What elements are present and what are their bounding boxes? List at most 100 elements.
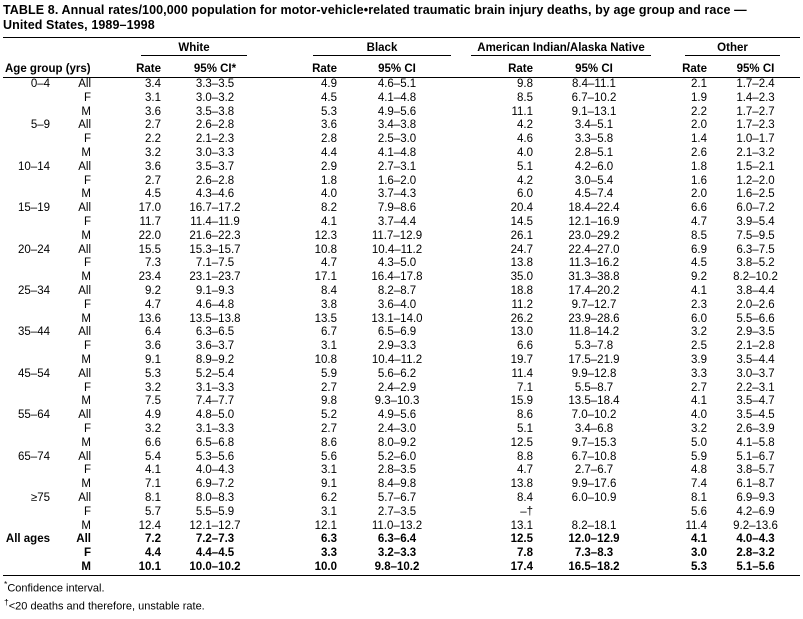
- rate-cell: 2.5: [691, 340, 707, 353]
- sex-cell: F: [83, 91, 91, 104]
- rate-cell: 22.0: [138, 229, 161, 242]
- rate-cell: 15.5: [138, 243, 161, 256]
- age-cell: [3, 147, 59, 161]
- rate-cell: 4.2: [517, 119, 533, 132]
- table-row: All ages All 7.2 7.2–7.3 6.3 6.3–6.4 12.5 12.0–…: [3, 533, 800, 547]
- ci-cell: 6.7–10.2: [571, 91, 617, 104]
- ci-cell: 2.4–3.0: [377, 422, 417, 435]
- sex-cell: F: [83, 215, 91, 228]
- rate-cell: 18.8: [510, 284, 533, 297]
- table-row: F 3.2 3.1–3.3 2.7 2.4–3.0 5.1 3.4–6.8 3.2 2.6–3.…: [3, 423, 800, 437]
- table-row: F 3.2 3.1–3.3 2.7 2.4–2.9 7.1 5.5–8.7 2.7 2.2–3.…: [3, 382, 800, 396]
- rate-cell: 3.1: [321, 340, 337, 353]
- rate-cell: 8.8: [517, 450, 533, 463]
- sex-cell: M: [81, 229, 91, 242]
- ci-cell: 3.5–4.7: [736, 395, 775, 408]
- ci-cell: 11.7–12.9: [371, 229, 423, 242]
- age-cell: [3, 382, 59, 396]
- ci-cell: 2.7–3.5: [377, 505, 417, 518]
- ci-cell: 4.3–4.6: [195, 188, 235, 201]
- rate-cell: 13.0: [510, 326, 533, 339]
- rate-cell: 2.7: [145, 174, 161, 187]
- rate-cell: 23.4: [138, 271, 161, 284]
- ci-cell: 7.5–9.5: [736, 229, 775, 242]
- rate-cell: 3.3: [321, 547, 337, 560]
- sex-cell: M: [81, 312, 91, 325]
- rate-cell: 3.6: [145, 160, 161, 173]
- sex-cell: F: [83, 298, 91, 311]
- ci-cell: 3.0–3.2: [195, 91, 235, 104]
- rate-cell: 2.7: [321, 422, 337, 435]
- footnote-ci-text: Confidence interval.: [7, 582, 105, 595]
- rate-cell: 6.6: [517, 340, 533, 353]
- other-ci-header: 95% CI: [711, 56, 801, 78]
- age-cell: [3, 271, 59, 285]
- rate-cell: 17.0: [138, 202, 161, 215]
- ci-cell: 8.2–10.2: [733, 271, 778, 284]
- footnote-ci-symbol: *: [4, 578, 8, 589]
- rate-cell: 6.0: [517, 188, 533, 201]
- rate-cell: 5.0: [691, 436, 707, 449]
- rate-cell: 3.2: [691, 422, 707, 435]
- rate-cell: 26.1: [510, 229, 533, 242]
- table-row: M 23.4 23.1–23.7 17.1 16.4–17.8 35.0 31.3–38.8…: [3, 271, 800, 285]
- rate-cell: 8.4: [517, 491, 533, 504]
- rate-cell: 11.7: [139, 215, 161, 228]
- sex-cell: All: [78, 78, 91, 90]
- ci-cell: 3.8–4.4: [736, 284, 775, 297]
- ci-cell: 15.3–15.7: [189, 243, 241, 256]
- ci-cell: 4.8–5.0: [195, 409, 235, 422]
- table-row: F 11.7 11.4–11.9 4.1 3.7–4.4 14.5 12.1–16.9 4.7…: [3, 216, 800, 230]
- ci-cell: 31.3–38.8: [568, 271, 620, 284]
- ci-cell: 3.6–3.7: [195, 340, 235, 353]
- ci-cell: 18.4–22.4: [568, 202, 620, 215]
- rate-cell: 8.1: [691, 491, 707, 504]
- sex-cell: F: [83, 505, 91, 518]
- table-row: M 22.0 21.6–22.3 12.3 11.7–12.9 26.1 23.0–29.2…: [3, 230, 800, 244]
- rate-cell: 1.6: [691, 174, 707, 187]
- ci-cell: 6.7–10.8: [571, 450, 617, 463]
- ci-cell: 9.2–13.6: [733, 519, 778, 532]
- rate-cell: 2.9: [321, 160, 337, 173]
- ci-cell: 7.9–8.6: [377, 202, 417, 215]
- table-row: M 7.1 6.9–7.2 9.1 8.4–9.8 13.8 9.9–17.6 7.4 6.1–…: [3, 478, 800, 492]
- age-cell: [3, 106, 59, 120]
- rate-cell: 3.2: [145, 422, 161, 435]
- ci-cell: 3.9–5.4: [736, 215, 775, 228]
- age-cell: 15–19: [18, 202, 50, 215]
- rate-cell: 7.5: [145, 395, 161, 408]
- ci-cell: 9.7–12.7: [571, 298, 617, 311]
- table-row: F 5.7 5.5–5.9 3.1 2.7–3.5 –† 5.6 4.2–6.9: [3, 506, 800, 520]
- ci-cell: 5.5–6.6: [736, 312, 775, 325]
- table-row: 65–74 All 5.4 5.3–5.6 5.6 5.2–6.0 8.8 6.7–10.8 5…: [3, 451, 800, 465]
- ci-cell: 3.0–5.4: [574, 174, 614, 187]
- sex-cell: All: [78, 160, 91, 173]
- ci-cell: 9.3–10.3: [374, 395, 420, 408]
- ci-cell: 3.1–3.3: [195, 422, 235, 435]
- rate-cell: 4.6: [517, 133, 533, 146]
- ci-cell: 3.0–3.7: [736, 367, 775, 380]
- rate-cell: 7.1: [517, 381, 533, 394]
- table-row: M 4.5 4.3–4.6 4.0 3.7–4.3 6.0 4.5–7.4 2.0 1.6–2.…: [3, 188, 800, 202]
- table-row: M 7.5 7.4–7.7 9.8 9.3–10.3 15.9 13.5–18.4 4.1 3.…: [3, 395, 800, 409]
- rate-cell: 9.2: [145, 284, 161, 297]
- ci-cell: 3.0–3.3: [195, 146, 235, 159]
- ci-cell: 2.4–2.9: [377, 381, 417, 394]
- ci-cell: 1.6–2.5: [736, 188, 775, 201]
- ci-cell: 9.7–15.3: [571, 436, 617, 449]
- age-cell: [3, 299, 59, 313]
- rate-cell: 3.4: [145, 78, 161, 90]
- table-row: M 3.6 3.5–3.8 5.3 4.9–5.6 11.1 9.1–13.1 2.2 1.7–…: [3, 106, 800, 120]
- ci-cell: 3.6–4.0: [377, 298, 417, 311]
- group-header-other: Other: [651, 37, 801, 56]
- table-row: 10–14 All 3.6 3.5–3.7 2.9 2.7–3.1 5.1 4.2–6.0 1.…: [3, 161, 800, 175]
- rate-cell: 3.1: [321, 505, 337, 518]
- rate-cell: 4.1: [691, 533, 707, 546]
- ci-cell: 7.4–7.7: [195, 395, 235, 408]
- group-header-row: White Black American Indian/Alaska Nativ…: [3, 37, 801, 56]
- table-row: M 3.2 3.0–3.3 4.4 4.1–4.8 4.0 2.8–5.1 2.6 2.1–3.…: [3, 147, 800, 161]
- rate-cell: 2.6: [691, 146, 707, 159]
- rate-cell: 3.2: [691, 326, 707, 339]
- rate-cell: 4.1: [145, 464, 161, 477]
- age-cell: 5–9: [30, 119, 50, 132]
